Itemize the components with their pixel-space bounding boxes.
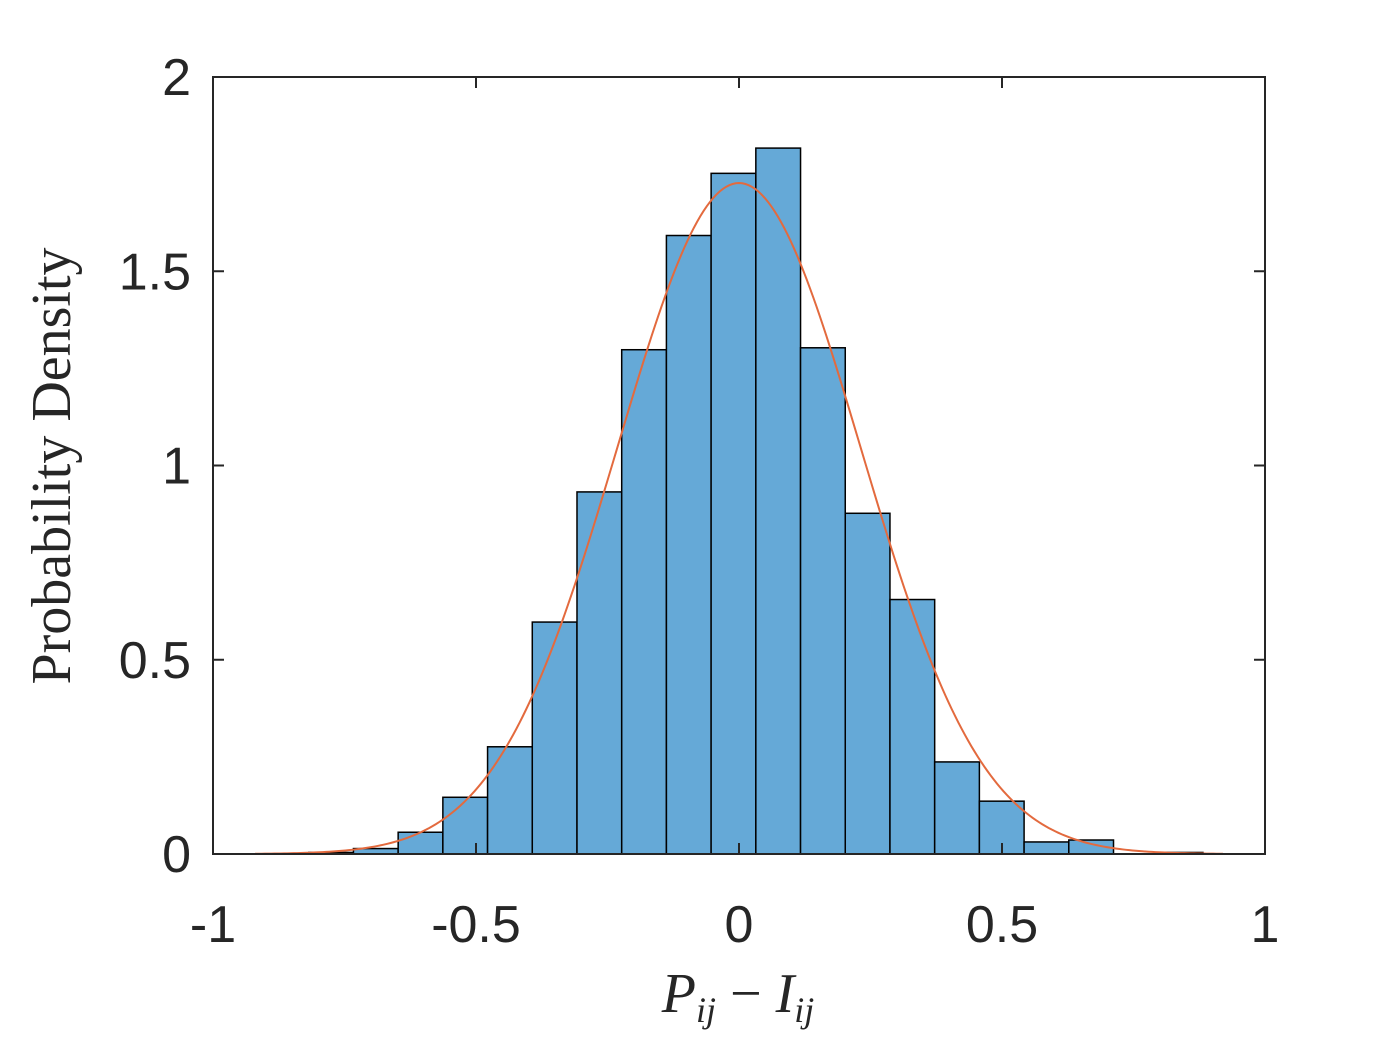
y-tick-label: 0.5 [119, 632, 191, 690]
x-label-p-subscript: ij [696, 990, 716, 1030]
histogram-bar [620, 348, 668, 855]
histogram-bar [755, 147, 802, 855]
x-tick-label: 1 [1251, 896, 1280, 954]
histogram-bar [710, 172, 757, 855]
x-tick-labels: -1 -0.5 0 0.5 1 [190, 896, 1280, 954]
histogram-bar [1023, 841, 1070, 855]
x-tick-label: 0.5 [966, 896, 1038, 954]
x-label-minus: − [730, 963, 762, 1025]
x-label-i: I [775, 963, 797, 1025]
y-tick-labels: 0 0.5 1 1.5 2 [119, 49, 191, 884]
y-tick-label: 1 [162, 438, 191, 496]
x-label-p: P [661, 963, 696, 1025]
histogram-bar [933, 761, 981, 855]
histogram-bar [665, 234, 712, 855]
x-axis-label: Pij − Iij [661, 963, 815, 1030]
y-axis-label: Probability Density [21, 247, 83, 684]
histogram-bar [486, 746, 534, 855]
y-tick-label: 1.5 [119, 243, 191, 301]
x-tick-label: 0 [725, 896, 754, 954]
axis-ticks [212, 76, 1266, 855]
histogram-bar [889, 598, 936, 855]
x-tick-label: -1 [190, 896, 236, 954]
y-tick-label: 2 [162, 49, 191, 107]
histogram-bar [576, 491, 623, 855]
histogram-bar [442, 796, 489, 855]
x-tick-label: -0.5 [431, 896, 521, 954]
histogram-bars [307, 147, 1204, 855]
x-label-i-subscript: ij [794, 990, 814, 1030]
histogram-bar [844, 512, 891, 855]
y-tick-label: 0 [162, 826, 191, 884]
histogram-bar [799, 347, 847, 855]
histogram-bar [531, 621, 578, 855]
histogram-bar [397, 831, 444, 855]
normal-fit-curve [255, 182, 1223, 855]
